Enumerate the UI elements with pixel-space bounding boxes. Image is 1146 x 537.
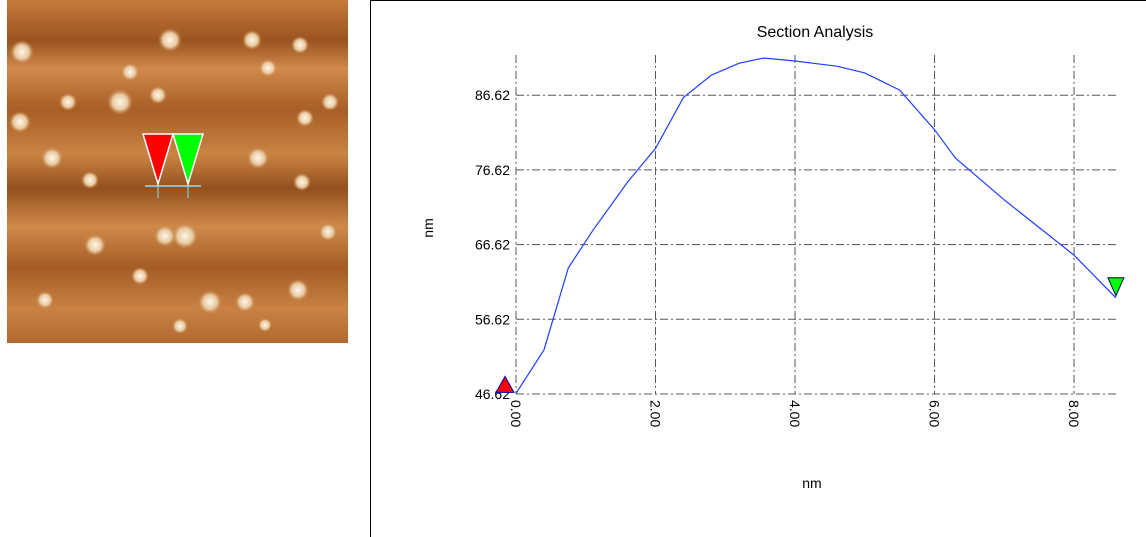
start-cursor bbox=[495, 375, 515, 393]
y-tick-label: 66.62 bbox=[475, 237, 510, 253]
y-tick-label: 86.62 bbox=[475, 87, 510, 103]
x-tick-label: 4.00 bbox=[787, 400, 803, 427]
x-tick-label: 8.00 bbox=[1066, 400, 1082, 427]
x-tick-label: 6.00 bbox=[927, 400, 943, 427]
y-tick-label: 56.62 bbox=[475, 311, 510, 327]
y-axis-label: nm bbox=[420, 218, 436, 237]
y-tick-label: 76.62 bbox=[475, 162, 510, 178]
x-tick-label: 0.00 bbox=[508, 400, 524, 427]
afm-image bbox=[7, 0, 348, 343]
line-series bbox=[515, 57, 1117, 394]
x-tick-label: 2.00 bbox=[648, 400, 664, 427]
end-cursor bbox=[1107, 277, 1125, 298]
chart-frame bbox=[370, 0, 1146, 537]
x-axis-label: nm bbox=[802, 475, 821, 491]
chart-title: Section Analysis bbox=[757, 24, 874, 41]
